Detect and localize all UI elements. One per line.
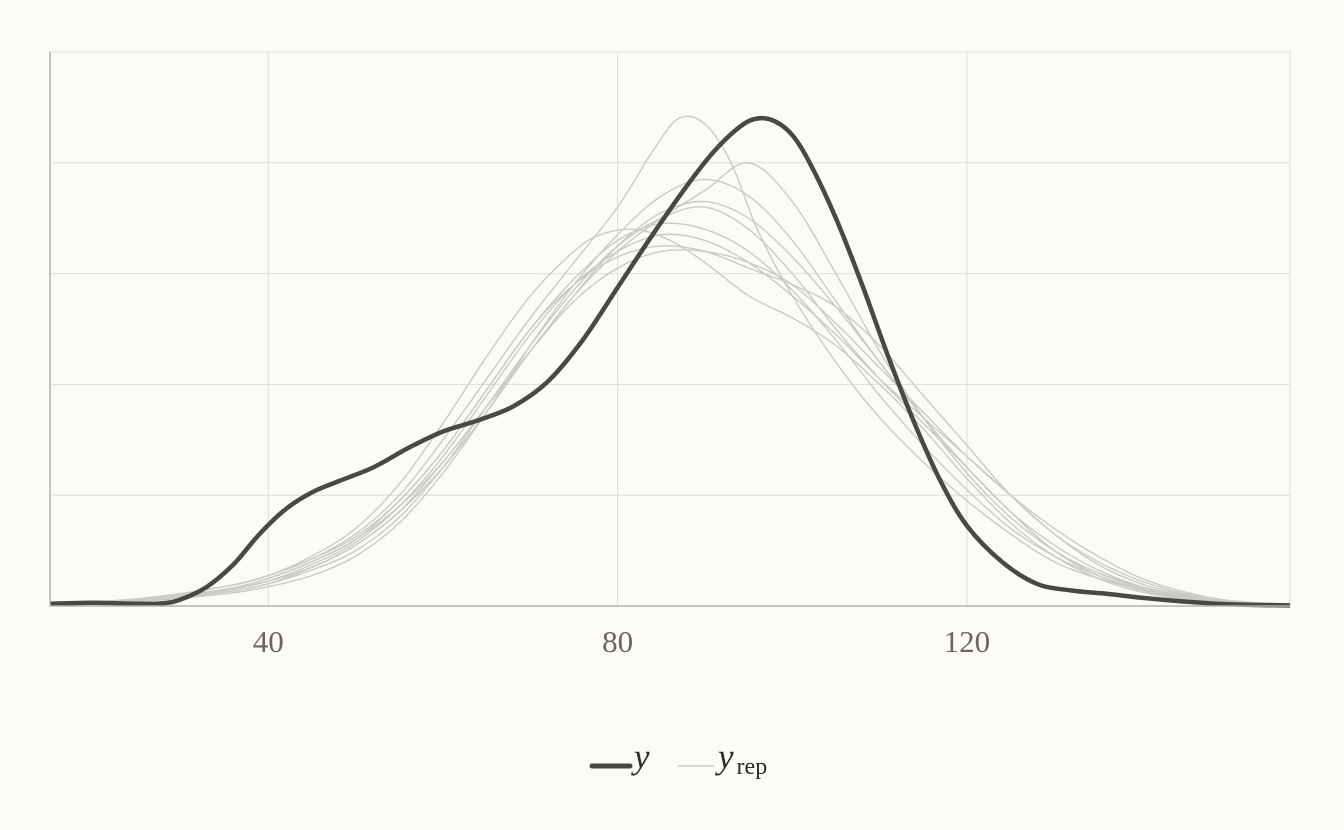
- legend-label-replicated: y rep: [715, 737, 767, 780]
- x-tick-label: 40: [253, 624, 284, 659]
- observed-density-line: [49, 115, 1291, 608]
- legend: y y rep: [589, 737, 767, 780]
- axis-layer: [49, 52, 1290, 607]
- x-tick-label: 120: [944, 624, 991, 659]
- replicated-density-line: [49, 249, 1291, 605]
- legend-label-observed: y: [631, 737, 650, 776]
- replicated-series-layer: [49, 115, 1291, 607]
- legend-label-replicated-subscript: rep: [737, 754, 768, 780]
- replicated-density-line: [49, 228, 1291, 607]
- x-tick-labels: 40 80 120: [253, 624, 990, 659]
- replicated-density-line: [49, 200, 1291, 606]
- legend-label-replicated-main: y: [715, 737, 734, 776]
- replicated-density-line: [49, 233, 1291, 605]
- replicated-density-line: [49, 115, 1291, 606]
- x-tick-label: 80: [602, 624, 633, 659]
- replicated-density-line: [49, 245, 1291, 606]
- observed-series-layer: [49, 115, 1291, 608]
- replicated-density-line: [49, 206, 1291, 606]
- replicated-density-line: [49, 178, 1291, 607]
